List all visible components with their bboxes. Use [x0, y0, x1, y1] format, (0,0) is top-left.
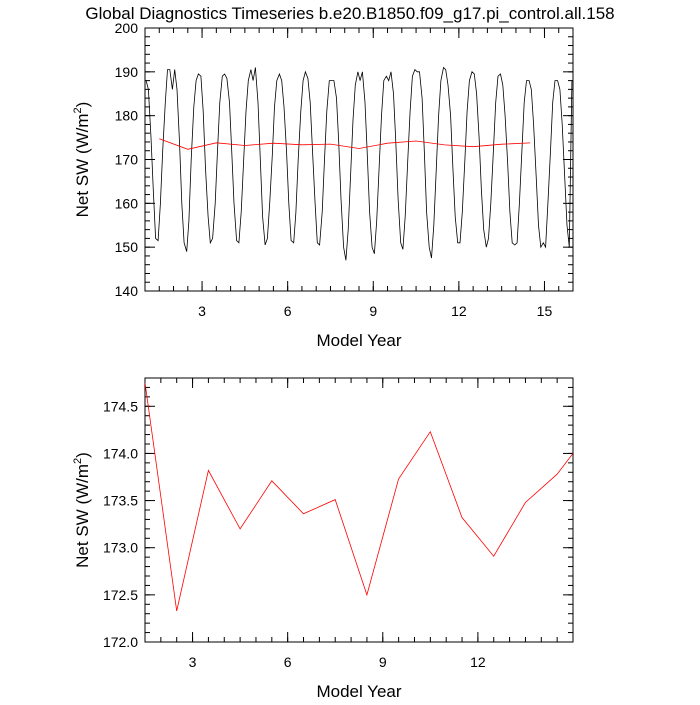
top-y-tick-label: 160 — [115, 195, 139, 211]
top-x-tick-label: 15 — [537, 303, 553, 319]
bottom-x-axis-label: Model Year — [316, 682, 401, 700]
top-series-line-1 — [159, 138, 531, 150]
bottom-plot-frame — [144, 377, 574, 643]
bottom-x-tick-label: 3 — [189, 654, 197, 670]
top-x-tick-label: 3 — [198, 303, 206, 319]
top-x-axis-label: Model Year — [316, 331, 401, 350]
bottom-x-tick-label: 12 — [470, 654, 486, 670]
bottom-y-tick-label: 172.0 — [103, 634, 138, 650]
bottom-x-tick-label: 9 — [379, 654, 387, 670]
top-plot-frame — [144, 27, 574, 292]
bottom-y-axis-label: Net SW (W/m2) — [72, 452, 92, 568]
top-y-tick-label: 170 — [115, 152, 139, 168]
top-y-tick-label: 150 — [115, 239, 139, 255]
bottom-series-line-0 — [145, 382, 573, 611]
bottom-x-tick-label: 6 — [284, 654, 292, 670]
top-x-tick-label: 6 — [284, 303, 292, 319]
bottom-panel: 3 6 9 12 172.0 172.5 173.0 173.5 174.0 174.5 Model… — [72, 377, 574, 701]
top-y-axis-label: Net SW (W/m2) — [72, 102, 92, 218]
top-series-line-0 — [145, 66, 573, 261]
bottom-y-tick-label: 172.5 — [103, 587, 138, 603]
top-y-tick-label: 190 — [115, 64, 139, 80]
bottom-y-tick-label: 174.0 — [103, 445, 138, 461]
figure-title: Global Diagnostics Timeseries b.e20.B185… — [85, 4, 614, 23]
top-panel: 3 6 9 12 15 140 150 160 170 180 190 200 Model Year Ne… — [72, 20, 574, 350]
bottom-y-tick-label: 173.5 — [103, 493, 138, 509]
bottom-y-tick-label: 174.5 — [103, 398, 138, 414]
top-x-tick-label: 12 — [451, 303, 467, 319]
top-y-tick-label: 180 — [115, 108, 139, 124]
top-x-tick-label: 9 — [369, 303, 377, 319]
top-y-tick-label: 140 — [115, 283, 139, 299]
bottom-y-tick-label: 173.0 — [103, 540, 138, 556]
top-y-tick-label: 200 — [115, 20, 139, 36]
